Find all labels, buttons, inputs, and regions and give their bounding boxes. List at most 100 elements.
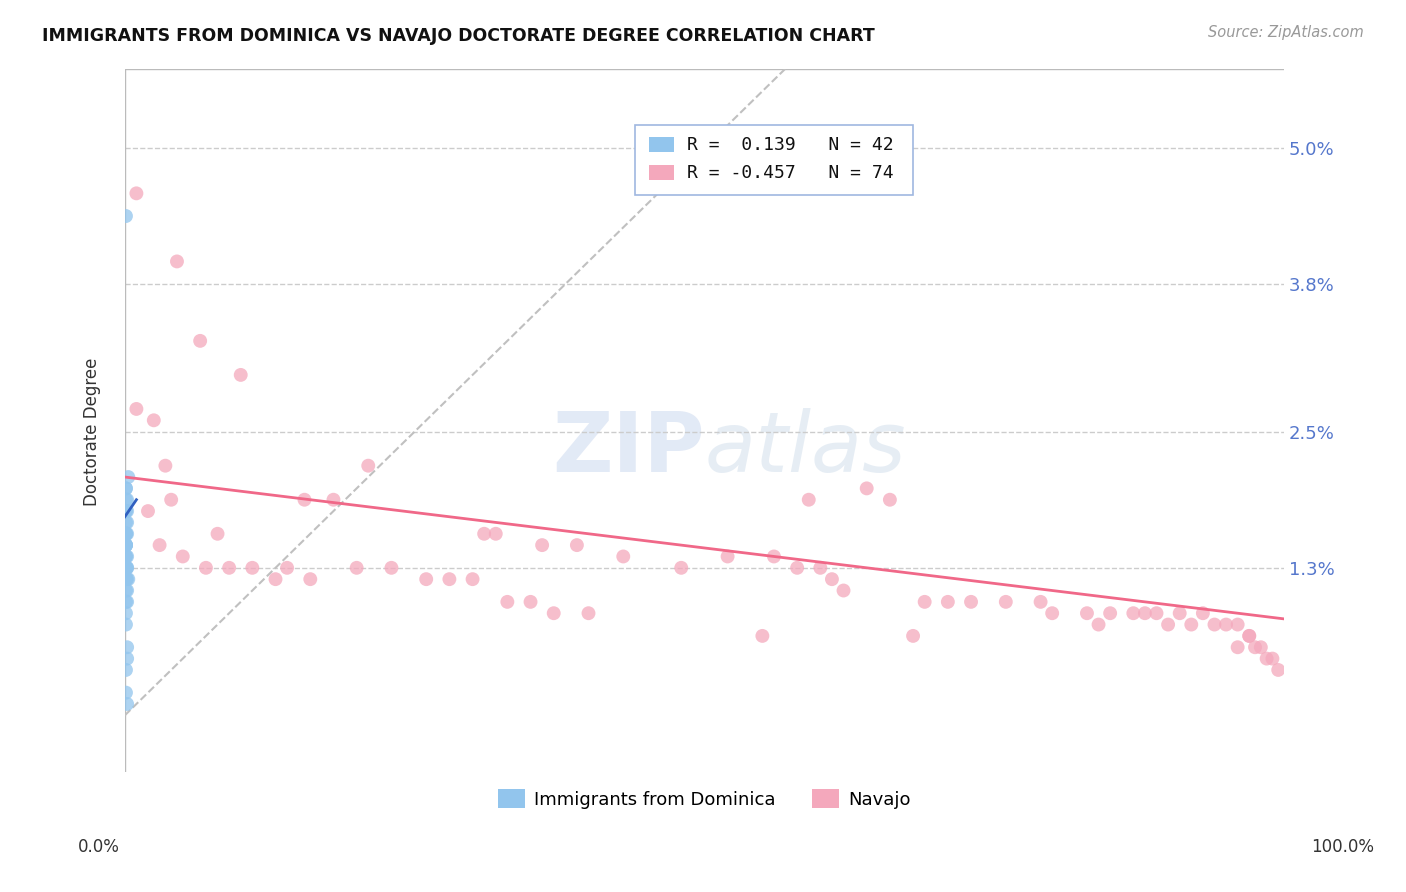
Point — [188, 334, 211, 348]
Point — [115, 526, 138, 541]
Point — [115, 538, 138, 552]
Point — [543, 606, 565, 620]
Point — [136, 504, 159, 518]
Point — [578, 606, 600, 620]
Point — [276, 561, 298, 575]
Point — [115, 606, 138, 620]
Point — [115, 617, 138, 632]
Point — [142, 413, 165, 427]
Point — [380, 561, 402, 575]
Point — [115, 504, 138, 518]
Text: Source: ZipAtlas.com: Source: ZipAtlas.com — [1208, 25, 1364, 40]
Point — [115, 561, 138, 575]
Point — [612, 549, 634, 564]
Point — [125, 401, 148, 416]
Point — [994, 595, 1017, 609]
Point — [322, 492, 344, 507]
Point — [461, 572, 484, 586]
Point — [1133, 606, 1156, 620]
Point — [1180, 617, 1202, 632]
Point — [115, 549, 138, 564]
Point — [207, 526, 229, 541]
Point — [855, 482, 877, 496]
Point — [166, 254, 188, 268]
FancyBboxPatch shape — [648, 165, 675, 180]
Point — [115, 516, 138, 530]
Point — [115, 549, 138, 564]
Point — [194, 561, 217, 575]
Point — [1168, 606, 1191, 620]
Text: R = -0.457   N = 74: R = -0.457 N = 74 — [688, 163, 894, 182]
Point — [115, 595, 138, 609]
Point — [797, 492, 820, 507]
Point — [1226, 640, 1249, 655]
Point — [115, 209, 138, 223]
Point — [149, 538, 172, 552]
Point — [1204, 617, 1226, 632]
Point — [115, 492, 138, 507]
Point — [1239, 629, 1261, 643]
Point — [115, 561, 138, 575]
Point — [299, 572, 322, 586]
Point — [125, 186, 148, 201]
Point — [115, 482, 138, 496]
Point — [115, 504, 138, 518]
Point — [115, 549, 138, 564]
Point — [294, 492, 316, 507]
Point — [155, 458, 177, 473]
Point — [264, 572, 287, 586]
Point — [1029, 595, 1052, 609]
Text: Doctorate Degree: Doctorate Degree — [83, 358, 101, 506]
Point — [519, 595, 541, 609]
Point — [485, 526, 508, 541]
Point — [960, 595, 983, 609]
Point — [1122, 606, 1144, 620]
Point — [1076, 606, 1098, 620]
Point — [531, 538, 554, 552]
Point — [496, 595, 519, 609]
Text: 0.0%: 0.0% — [77, 838, 120, 856]
Point — [1040, 606, 1063, 620]
Point — [1239, 629, 1261, 643]
Point — [115, 526, 138, 541]
Point — [115, 561, 138, 575]
Point — [671, 561, 693, 575]
Text: ZIP: ZIP — [553, 408, 704, 489]
Legend: Immigrants from Dominica, Navajo: Immigrants from Dominica, Navajo — [491, 782, 918, 816]
Point — [1226, 617, 1249, 632]
Point — [115, 526, 138, 541]
Point — [751, 629, 773, 643]
Point — [415, 572, 437, 586]
Point — [160, 492, 183, 507]
Point — [346, 561, 368, 575]
Point — [115, 516, 138, 530]
Text: atlas: atlas — [704, 408, 905, 489]
Point — [115, 572, 138, 586]
Point — [472, 526, 495, 541]
Point — [832, 583, 855, 598]
FancyBboxPatch shape — [636, 125, 912, 195]
Point — [1250, 640, 1272, 655]
Point — [115, 663, 138, 677]
Point — [172, 549, 194, 564]
Point — [762, 549, 785, 564]
Point — [821, 572, 844, 586]
Point — [115, 482, 138, 496]
Text: 100.0%: 100.0% — [1312, 838, 1374, 856]
Point — [115, 583, 138, 598]
Point — [1087, 617, 1109, 632]
Point — [1157, 617, 1180, 632]
Point — [1256, 651, 1278, 665]
Point — [439, 572, 461, 586]
Point — [1244, 640, 1267, 655]
Point — [115, 651, 138, 665]
Point — [115, 538, 138, 552]
Point — [229, 368, 252, 382]
Point — [1261, 651, 1284, 665]
Point — [115, 697, 138, 711]
Point — [879, 492, 901, 507]
Point — [115, 492, 138, 507]
Point — [115, 686, 138, 700]
Point — [218, 561, 240, 575]
Point — [115, 561, 138, 575]
